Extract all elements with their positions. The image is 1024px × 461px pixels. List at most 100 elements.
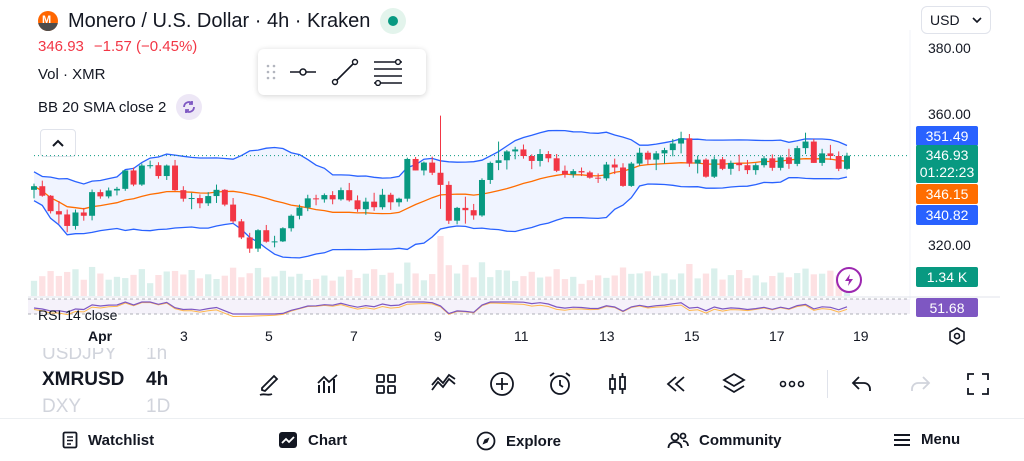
volume-bar [229, 267, 237, 296]
patterns-button[interactable] [428, 368, 460, 400]
object-tree-button[interactable] [718, 368, 750, 400]
nav-explore-label: Explore [506, 432, 562, 450]
chart-settings-icon[interactable] [947, 326, 967, 346]
market-open-icon[interactable] [380, 8, 407, 34]
candle-body [586, 172, 593, 178]
timeframe-picker[interactable]: 1h 4h 1D [146, 348, 170, 420]
symbol-picker[interactable]: USDJPY XMRUSD DXY [42, 348, 132, 420]
drag-handle-icon[interactable] [266, 63, 276, 81]
candle-body [89, 192, 96, 216]
candle-body [686, 138, 693, 164]
hamburger-icon [894, 433, 910, 446]
candle-body [105, 190, 112, 197]
fib-retracement-icon[interactable] [372, 58, 404, 86]
volume-bar [611, 275, 618, 296]
candle-body [304, 198, 311, 208]
volume-bar [263, 277, 270, 296]
rsi-legend[interactable]: RSI 14 close [38, 307, 117, 323]
symbol-item-xmrusd[interactable]: XMRUSD [42, 369, 125, 390]
candle-body [711, 159, 718, 177]
price-tag: 346.93 01:22:23 [916, 145, 978, 183]
volume-bar [744, 278, 751, 296]
nav-explore[interactable]: Explore [476, 431, 561, 451]
volume-bar [437, 236, 444, 296]
volume-bar [785, 277, 793, 296]
grid-layout-icon [376, 374, 396, 394]
time-tick-5: 5 [265, 328, 273, 344]
candle-body [570, 171, 577, 175]
nav-watchlist[interactable]: Watchlist [62, 431, 154, 449]
symbol-item-usdjpy[interactable]: USDJPY [42, 348, 117, 364]
collapse-legend-button[interactable] [40, 129, 76, 157]
candle-body [445, 184, 452, 221]
candle-body [819, 153, 826, 163]
trend-line-icon[interactable] [330, 57, 360, 87]
chart-type-button[interactable] [602, 368, 634, 400]
volume-bar [727, 275, 735, 296]
candle-body [736, 162, 743, 166]
candle-body [113, 188, 120, 191]
volume-bar [196, 278, 204, 296]
timeframe-item-1d[interactable]: 1D [146, 396, 171, 417]
candle-body [321, 195, 328, 200]
candle-body [487, 162, 494, 180]
candle-body [512, 149, 519, 152]
quick-actions-button[interactable] [836, 267, 862, 293]
more-button[interactable] [776, 368, 808, 400]
volume-bar [586, 280, 593, 296]
add-button[interactable] [486, 368, 518, 400]
indicators-button[interactable] [312, 368, 344, 400]
fullscreen-button[interactable] [962, 368, 994, 400]
horizontal-ray-icon[interactable] [288, 60, 318, 84]
rewind-icon [666, 376, 685, 392]
candle-body [296, 207, 303, 216]
redo-button[interactable] [904, 368, 936, 400]
lightning-icon [845, 274, 853, 286]
price-tick-320: 320.00 [928, 237, 971, 253]
candle-body [644, 152, 651, 160]
last-price: 346.93 [38, 38, 84, 55]
candle-body [470, 210, 477, 216]
replay-button[interactable] [660, 368, 692, 400]
drawing-tools-button[interactable] [254, 368, 286, 400]
candle-body [238, 221, 245, 238]
alert-button[interactable] [544, 368, 576, 400]
reload-icon[interactable] [176, 94, 203, 120]
plus-circle-icon [490, 372, 514, 396]
timeframe-item-4h[interactable]: 4h [146, 369, 169, 390]
symbol-title[interactable]: Monero / U.S. Dollar · 4h · Kraken [68, 9, 371, 32]
candle-body [205, 196, 212, 204]
undo-button[interactable] [846, 368, 878, 400]
nav-menu[interactable]: Menu [893, 431, 960, 448]
volume-indicator-legend[interactable]: Vol · XMR [38, 66, 106, 83]
candle-body [769, 158, 776, 168]
symbol-item-dxy[interactable]: DXY [42, 396, 82, 417]
candle-body [138, 165, 145, 185]
candle-body [196, 198, 203, 204]
volume-bar [462, 264, 469, 296]
candle-body [80, 212, 87, 216]
bb-upper-tag: 351.49 [916, 126, 978, 146]
candle-body [719, 159, 726, 169]
volume-bar [180, 274, 187, 296]
candle-body [794, 148, 801, 164]
time-tick-apr: Apr [88, 328, 113, 344]
candle-body [661, 150, 668, 154]
candle-body [578, 171, 585, 173]
candle-body [122, 170, 129, 189]
nav-chart[interactable]: Chart [278, 431, 347, 449]
rsi-ma-line [33, 301, 848, 318]
currency-select[interactable]: USD [921, 6, 991, 34]
volume-bar [545, 276, 552, 296]
layouts-button[interactable] [370, 368, 402, 400]
timeframe-item-1h[interactable]: 1h [146, 348, 168, 364]
nav-community[interactable]: Community [667, 431, 782, 449]
candle-body [653, 153, 660, 160]
volume-bar [279, 270, 287, 296]
candle-body [669, 143, 676, 151]
volume-bar [677, 273, 685, 296]
bb-indicator-legend[interactable]: BB 20 SMA close 2 [38, 94, 203, 120]
volume-bar [138, 269, 145, 296]
candle-body [628, 163, 635, 186]
